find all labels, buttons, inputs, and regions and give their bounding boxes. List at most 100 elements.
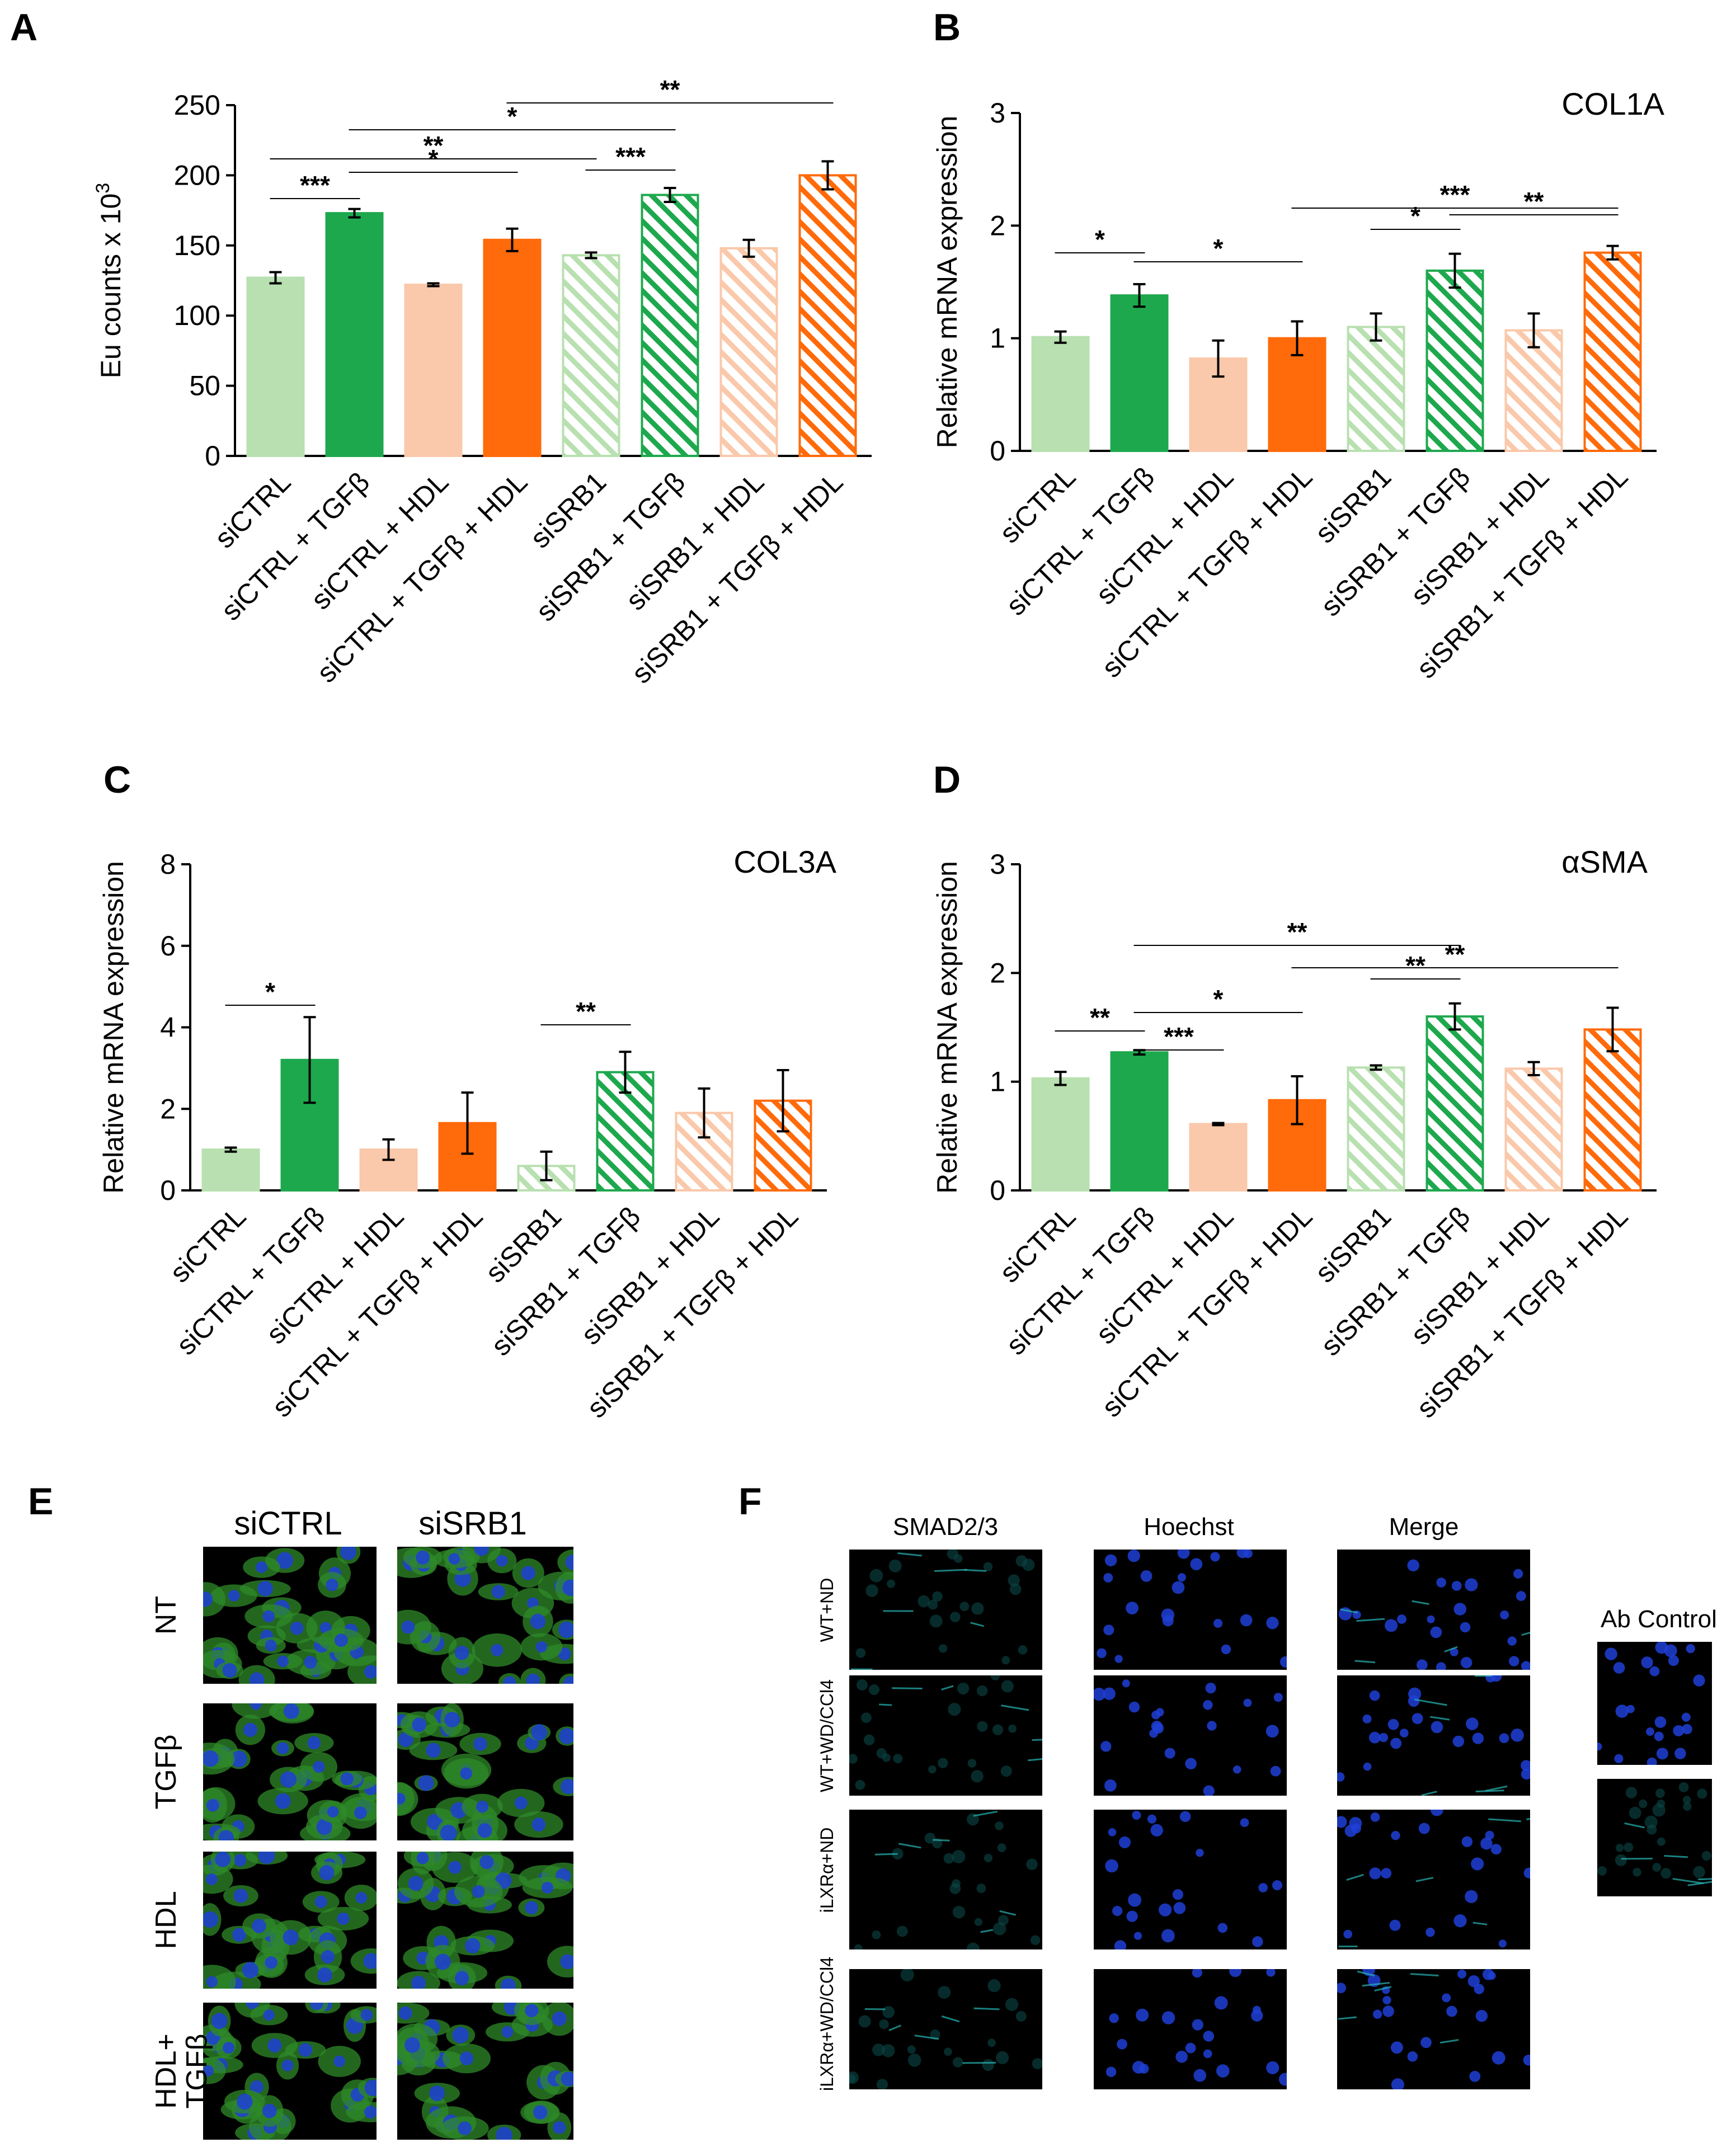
panel-letter-d: D — [933, 759, 961, 801]
panel-letter-b: B — [933, 6, 961, 49]
panel-e-row-label-0: NT — [150, 1595, 182, 1635]
micrograph-f-r3-c1 — [1094, 1969, 1287, 2089]
bar-d-7 — [1583, 1028, 1642, 1192]
sig-label-b-3: ** — [1524, 187, 1544, 216]
panel-f-row-label-0: WT+ND — [817, 1577, 837, 1642]
bar-a-4 — [562, 254, 620, 457]
sig-label-a-3: * — [507, 102, 517, 131]
category-label-b-2: siCTRL + HDL — [1090, 461, 1239, 610]
category-label-d-6: siSRB1 + HDL — [1405, 1200, 1555, 1351]
micrograph-e-r1-c1 — [397, 1703, 573, 1840]
bar-c-0 — [201, 1148, 260, 1192]
panel-e-col-label-sisrb1: siSRB1 — [418, 1505, 527, 1542]
bar-a-3 — [483, 238, 542, 457]
y-tick-label-a-5: 250 — [174, 90, 220, 121]
bar-d-1 — [1110, 1051, 1169, 1192]
panel-e-row-label-1: TGFβ — [150, 1734, 182, 1810]
y-tick-label-d-3: 3 — [990, 849, 1005, 880]
bar-a-1 — [325, 212, 384, 457]
y-tick-label-c-2: 4 — [160, 1012, 176, 1043]
micrograph-e-r2-c0 — [203, 1852, 377, 1989]
bar-b-0 — [1031, 336, 1090, 452]
micrograph-e-r3-c0 — [203, 2003, 377, 2140]
bar-b-4 — [1347, 326, 1405, 452]
bar-d-6 — [1504, 1067, 1563, 1192]
sig-label-d-2: * — [1213, 985, 1224, 1014]
sig-label-a-4: *** — [615, 142, 646, 171]
y-tick-label-d-2: 2 — [990, 957, 1005, 988]
chart-panel-c: 0 2 4 6 8 Relative mRNA expression COL3A siCTRL… — [98, 844, 837, 1424]
micrograph-ab-control-hoechst — [1597, 1642, 1712, 1765]
y-tick-label-b-0: 0 — [990, 435, 1005, 467]
category-label-d-2: siCTRL + HDL — [1090, 1200, 1239, 1350]
micrograph-f-r3-c2 — [1337, 1969, 1530, 2089]
micrograph-f-r2-c0 — [849, 1810, 1042, 1949]
sig-label-b-4: *** — [1440, 180, 1470, 209]
panel-f-ab-control-label: Ab Control — [1601, 1605, 1717, 1633]
y-axis-label-b: Relative mRNA expression — [931, 116, 963, 449]
micrograph-f-r2-c2 — [1337, 1810, 1530, 1949]
panel-letter-e: E — [28, 1480, 54, 1523]
bar-b-5 — [1426, 269, 1484, 452]
bar-b-6 — [1504, 329, 1563, 452]
category-label-a-6: siSRB1 + HDL — [620, 466, 770, 616]
sig-label-b-0: * — [1095, 225, 1105, 254]
bar-b-3 — [1268, 337, 1326, 453]
y-tick-label-c-4: 8 — [160, 849, 176, 880]
y-tick-label-c-3: 6 — [160, 930, 176, 962]
y-tick-label-b-3: 3 — [990, 97, 1005, 129]
panel-f-row-label-2: iLXRα+ND — [817, 1827, 837, 1913]
micrograph-f-r2-c1 — [1094, 1810, 1287, 1949]
panel-f-col-label-hoechst: Hoechst — [1144, 1513, 1234, 1541]
y-axis-label-a: Eu counts x 103 — [92, 183, 126, 379]
y-tick-label-d-1: 1 — [990, 1066, 1005, 1098]
bar-d-0 — [1031, 1077, 1090, 1192]
bar-a-5 — [641, 194, 699, 457]
micrograph-e-r0-c0 — [203, 1547, 377, 1684]
bar-d-2 — [1189, 1123, 1248, 1192]
panel-letter-a: A — [10, 6, 38, 49]
category-label-c-6: siSRB1 + HDL — [575, 1200, 726, 1351]
bar-a-7 — [798, 174, 857, 457]
panel-f-row-label-3: iLXRα+WD/CCl4 — [817, 1957, 837, 2091]
micrograph-e-r0-c1 — [397, 1547, 573, 1684]
sig-label-d-5: ** — [1445, 940, 1465, 969]
micrograph-f-r1-c0 — [849, 1675, 1042, 1796]
panel-letter-c: C — [103, 759, 131, 801]
y-tick-label-a-0: 0 — [205, 440, 220, 472]
micrograph-f-r0-c2 — [1337, 1550, 1530, 1670]
sig-label-d-1: *** — [1164, 1022, 1194, 1051]
y-tick-label-c-1: 2 — [160, 1093, 176, 1124]
micrograph-f-r3-c0 — [849, 1969, 1042, 2089]
sig-label-b-2: * — [1410, 201, 1420, 230]
sig-label-b-1: * — [1213, 234, 1224, 263]
bar-a-0 — [246, 276, 305, 457]
chart-title-c: COL3A — [733, 844, 836, 879]
sig-label-a-0: *** — [300, 171, 330, 200]
y-tick-label-a-2: 100 — [174, 300, 220, 331]
micrograph-e-r2-c1 — [397, 1852, 573, 1989]
y-tick-label-b-2: 2 — [990, 210, 1005, 241]
panel-e-row-label-3: HDL+ TGFβ — [150, 2033, 213, 2109]
y-tick-label-a-1: 50 — [189, 370, 220, 402]
sig-label-d-0: ** — [1090, 1003, 1110, 1032]
y-tick-label-c-0: 0 — [160, 1175, 176, 1206]
bar-b-7 — [1583, 251, 1642, 452]
category-label-a-2: siCTRL + HDL — [305, 466, 454, 615]
sig-label-a-5: ** — [660, 75, 680, 104]
bar-a-6 — [719, 247, 778, 457]
chart-title-d: αSMA — [1561, 844, 1648, 879]
bar-d-5 — [1426, 1015, 1484, 1192]
y-tick-label-a-3: 150 — [174, 230, 220, 261]
micrograph-f-r1-c1 — [1094, 1675, 1287, 1796]
y-axis-label-sup-a: 3 — [92, 183, 114, 194]
sig-label-c-1: ** — [576, 997, 596, 1026]
panel-e-col-label-sictrl: siCTRL — [234, 1505, 342, 1542]
bar-c-1 — [280, 1058, 339, 1192]
bar-b-1 — [1110, 294, 1169, 452]
sig-label-d-4: ** — [1405, 951, 1426, 980]
micrograph-f-r0-c0 — [849, 1550, 1042, 1670]
